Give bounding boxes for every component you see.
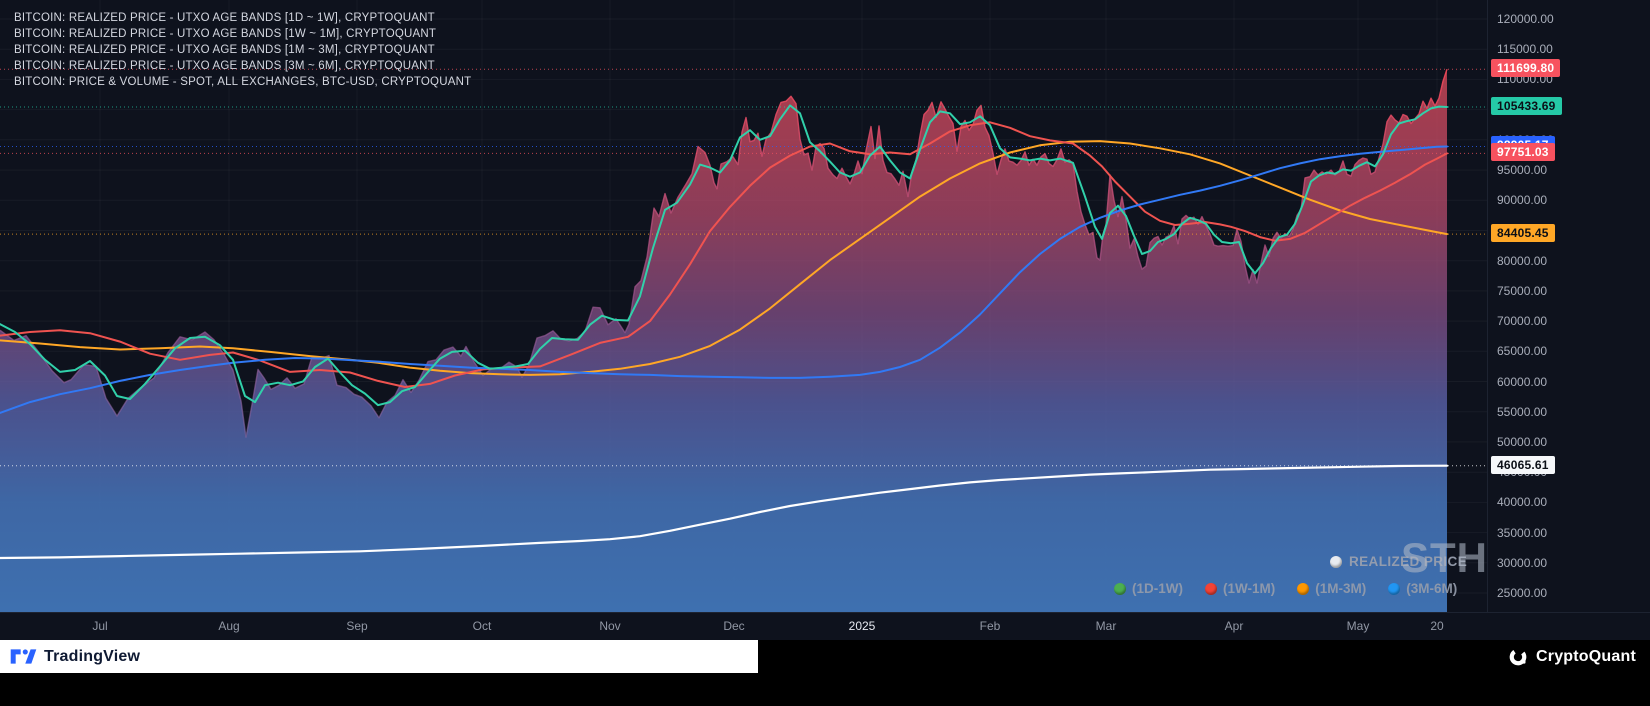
price-tick-label: 60000.00 — [1497, 374, 1548, 389]
tradingview-logo-icon — [10, 649, 37, 664]
price-chart-svg[interactable] — [0, 0, 1487, 612]
time-tick-label: 20 — [1430, 619, 1444, 633]
last-price-badge: 84405.45 — [1491, 224, 1555, 243]
last-price-badge: 105433.69 — [1491, 97, 1562, 115]
legend-dot-realized-price-icon — [1330, 555, 1342, 568]
legend-item-3m-6m: (3M-6M) — [1388, 581, 1457, 596]
sth-watermark: STH — [1401, 534, 1488, 581]
price-tick-label: 120000.00 — [1497, 12, 1554, 26]
price-tick-label: 40000.00 — [1497, 495, 1548, 510]
price-tick-label: 75000.00 — [1497, 283, 1548, 298]
price-tick-label: 55000.00 — [1497, 404, 1548, 419]
series-title-3m-6m[interactable]: BITCOIN: REALIZED PRICE - UTXO AGE BANDS… — [14, 60, 435, 72]
last-price-badge: 111699.80 — [1491, 59, 1561, 78]
cryptoquant-logo-icon — [1509, 648, 1527, 665]
time-tick-label: Jul — [92, 619, 108, 633]
time-tick-label: Apr — [1224, 619, 1244, 633]
price-axis[interactable]: 120000.00115000.00110000.00105000.001000… — [1487, 0, 1650, 612]
band-legend: (1D-1W) (1W-1M) (1M-3M) (3M-6M) — [1114, 581, 1457, 596]
legend-dot-1w-1m-icon — [1205, 582, 1217, 595]
legend-item-1d-1w: (1D-1W) — [1114, 581, 1183, 596]
legend-label-1d-1w: (1D-1W) — [1132, 581, 1183, 596]
series-title-spot-price[interactable]: BITCOIN: PRICE & VOLUME - SPOT, ALL EXCH… — [14, 76, 472, 88]
legend-label-3m-6m: (3M-6M) — [1406, 581, 1458, 596]
series-title-1d-1w[interactable]: BITCOIN: REALIZED PRICE - UTXO AGE BANDS… — [14, 12, 435, 24]
last-price-badge: 46065.61 — [1491, 455, 1555, 474]
price-tick-label: 80000.00 — [1497, 253, 1548, 268]
legend-item-1m-3m: (1M-3M) — [1297, 581, 1366, 596]
cryptoquant-label: CryptoQuant — [1536, 647, 1636, 665]
price-tick-label: 70000.00 — [1497, 314, 1548, 329]
legend-label-realized-price: REALIZED PRICE — [1349, 554, 1468, 569]
price-tick-label: 115000.00 — [1497, 42, 1553, 57]
time-axis[interactable]: Jul Aug Sep Oct Nov Dec 2025 Feb Mar Apr May 20 — [0, 612, 1650, 640]
legend-dot-3m-6m-icon — [1388, 582, 1401, 595]
price-tick-label: 35000.00 — [1497, 525, 1548, 540]
time-tick-label: Feb — [979, 619, 1001, 633]
price-tick-label: 25000.00 — [1497, 585, 1548, 600]
price-tick-label: 30000.00 — [1497, 555, 1548, 570]
time-tick-label: Nov — [599, 619, 621, 633]
legend-item-1w-1m: (1W-1M) — [1205, 581, 1275, 596]
price-tick-label: 95000.00 — [1497, 163, 1548, 178]
time-tick-label: Mar — [1095, 619, 1117, 633]
time-tick-label: 2025 — [848, 619, 876, 633]
tradingview-label: TradingView — [44, 647, 141, 665]
series-legend: BITCOIN: REALIZED PRICE - UTXO AGE BANDS… — [14, 10, 471, 90]
legend-dot-1m-3m-icon — [1297, 582, 1310, 595]
tradingview-link[interactable]: TradingView — [0, 640, 758, 673]
time-tick-label: Dec — [723, 619, 745, 633]
price-tick-label: 50000.00 — [1497, 434, 1548, 449]
time-tick-label: Aug — [218, 619, 240, 633]
cryptoquant-link[interactable]: CryptoQuant — [758, 640, 1650, 673]
legend-label-1w-1m: (1W-1M) — [1223, 581, 1276, 596]
time-tick-label: May — [1346, 619, 1370, 633]
realized-price-legend: REALIZED PRICE — [1330, 554, 1467, 569]
series-title-1w-1m[interactable]: BITCOIN: REALIZED PRICE - UTXO AGE BANDS… — [14, 28, 437, 40]
series-title-1m-3m[interactable]: BITCOIN: REALIZED PRICE - UTXO AGE BANDS… — [14, 44, 435, 56]
time-tick-label: Oct — [472, 619, 492, 633]
last-price-badge: 97751.03 — [1491, 143, 1555, 162]
legend-dot-1d-1w-icon — [1114, 582, 1126, 595]
legend-label-1m-3m: (1M-3M) — [1315, 581, 1367, 596]
price-tick-label: 90000.00 — [1497, 193, 1548, 208]
time-tick-label: Sep — [346, 619, 368, 633]
price-tick-label: 65000.00 — [1497, 344, 1548, 359]
footer: TradingView CryptoQuant — [0, 640, 1650, 706]
